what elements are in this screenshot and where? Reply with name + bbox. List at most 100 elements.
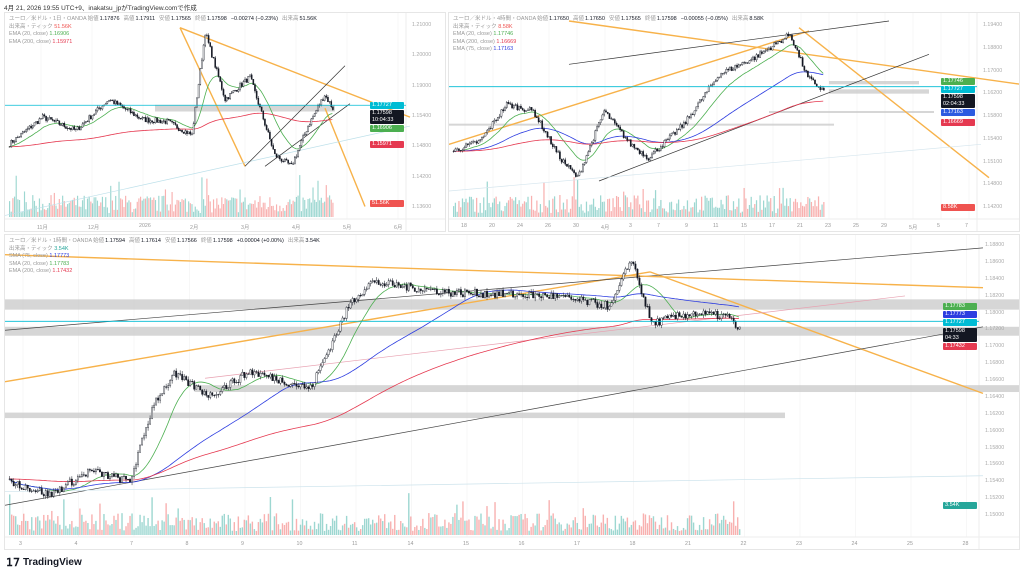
indicator-row[interactable]: EMA (20, close) 1.17746 — [453, 31, 768, 39]
indicator-row[interactable]: EMA (200, close) 1.17432 — [9, 268, 324, 276]
volume-bar — [332, 202, 334, 217]
volume-bar — [207, 527, 209, 535]
candle — [439, 292, 442, 295]
volume-bar — [532, 523, 534, 535]
volume-bar — [154, 200, 157, 217]
candle — [230, 91, 233, 94]
high-label: 高値 — [123, 16, 135, 22]
candle — [477, 140, 480, 144]
volume-bar — [123, 530, 125, 535]
candle — [42, 494, 45, 497]
candle — [745, 62, 747, 64]
time-axis-label: 3 — [19, 541, 22, 547]
candle — [692, 311, 695, 315]
candle — [171, 375, 174, 381]
volume-bar — [369, 524, 372, 535]
candle — [12, 140, 14, 143]
candle — [48, 491, 51, 497]
candle — [568, 294, 571, 298]
volume-bar — [53, 520, 55, 535]
candle — [315, 372, 318, 384]
candle — [604, 301, 607, 309]
volume-bar — [410, 516, 412, 535]
high-label: 高値 — [573, 16, 585, 22]
indicator-row[interactable]: 出来高・ティック 8.58K — [453, 24, 768, 32]
candle — [433, 288, 436, 290]
candle — [395, 282, 398, 288]
candle — [211, 46, 213, 58]
volume-bar — [247, 204, 249, 217]
volume-bar — [30, 208, 32, 217]
volume-bar — [229, 518, 232, 535]
h1-chart-pane[interactable]: ユーロ／米ドル・1時間・OANDA始値1.17594 高値1.17614 安値1.1… — [4, 234, 1020, 550]
candle — [586, 300, 589, 306]
volume-bar — [694, 529, 697, 535]
candle — [560, 295, 563, 297]
indicator-row[interactable]: SMA (20, close) 1.17783 — [9, 261, 324, 269]
candle — [787, 33, 790, 37]
candle — [448, 288, 450, 294]
indicator-row[interactable]: EMA (200, close) 1.15971 — [9, 39, 321, 47]
candle — [353, 298, 356, 303]
volume-bar — [660, 517, 663, 535]
candle — [656, 318, 659, 326]
indicator-row[interactable]: EMA (200, close) 1.16669 — [453, 39, 768, 47]
indicator-row[interactable]: SMA (75, close) 1.17773 — [9, 253, 324, 261]
daily-chart-pane[interactable]: ユーロ／米ドル・1日・OANDA始値1.17876 高値1.17911 安値1.17… — [4, 12, 446, 232]
candle — [257, 371, 260, 377]
volume-bar — [502, 211, 504, 217]
candle — [245, 373, 248, 378]
volume-bar — [724, 209, 726, 217]
candle — [23, 131, 26, 133]
candle — [262, 111, 265, 120]
candle — [450, 293, 452, 297]
time-axis-label: 10 — [296, 541, 303, 547]
candle — [613, 119, 616, 124]
indicator-row[interactable]: EMA (20, close) 1.16906 — [9, 31, 321, 39]
low-label: 安値 — [164, 238, 176, 244]
volume-bar — [658, 524, 661, 535]
candle — [546, 131, 549, 138]
price-tag: 1.17727 — [941, 85, 975, 93]
volume-bar — [101, 196, 104, 217]
indicator-row[interactable]: 出来高・ティック 3.54K — [9, 246, 324, 254]
volume-bar — [458, 519, 460, 535]
candle — [234, 90, 236, 92]
volume-bar — [713, 207, 715, 217]
volume-bar — [649, 212, 651, 217]
indicator-row[interactable]: EMA (75, close) 1.17163 — [453, 46, 768, 54]
volume-bar — [528, 530, 530, 535]
volume-bar — [75, 526, 77, 535]
candle — [491, 121, 494, 129]
ohlc-row: ユーロ／米ドル・4時間・OANDA始値1.17650 高値1.17650 安値1.1… — [453, 16, 768, 24]
volume-bar — [578, 206, 581, 217]
candle — [492, 292, 494, 296]
candle — [658, 318, 661, 326]
time-axis-label: 11 — [352, 541, 358, 547]
candle — [510, 290, 512, 293]
indicator-name: EMA (200, close) — [453, 38, 497, 45]
volume-bar — [463, 202, 465, 217]
volume-bar — [654, 521, 657, 535]
candle — [697, 102, 699, 108]
volume-bar — [665, 211, 667, 217]
volume-bar — [283, 524, 286, 535]
volume-bar — [256, 207, 258, 217]
volume-bar — [52, 205, 54, 217]
indicator-row[interactable]: 出来高・ティック 51.56K — [9, 24, 321, 32]
volume-bar — [573, 177, 575, 217]
volume-bar — [798, 208, 800, 217]
volume-bar — [621, 210, 623, 217]
time-axis-label: 30 — [573, 223, 579, 229]
price-scale-label: 1.19400 — [983, 22, 1003, 28]
candle — [242, 81, 245, 87]
h4-chart-pane[interactable]: ユーロ／米ドル・4時間・OANDA始値1.17650 高値1.17650 安値1.1… — [448, 12, 1020, 232]
candle — [482, 293, 484, 298]
volume-bar — [378, 515, 380, 535]
tradingview-logo[interactable]: 𝟣𝟩 TradingView — [6, 556, 82, 569]
volume-bar — [644, 514, 647, 535]
candle — [305, 386, 308, 389]
volume-bar — [138, 198, 140, 217]
volume-bar — [57, 208, 59, 217]
candle — [466, 289, 468, 292]
